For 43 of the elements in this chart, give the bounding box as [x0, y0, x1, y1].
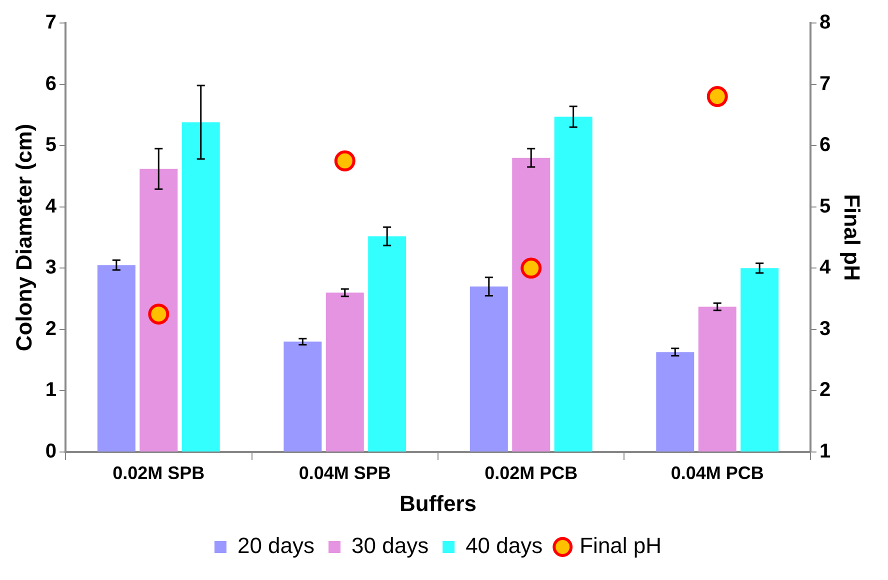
- point: [706, 86, 728, 108]
- y2-tick-label: 8: [819, 12, 831, 34]
- y-tick-label: 1: [45, 379, 57, 402]
- x-axis-title: Buffers: [399, 490, 477, 516]
- bar: [97, 265, 136, 452]
- y-tick-label: 2: [45, 318, 57, 340]
- x-tick-label: 0.04M PCB: [670, 462, 764, 483]
- point: [148, 304, 170, 325]
- y-axis-title: Colony Diameter (cm): [11, 124, 36, 352]
- x-tick-label: 0.04M SPB: [298, 462, 391, 483]
- bar: [512, 158, 550, 452]
- y2-tick-label: 7: [819, 72, 831, 95]
- y-tick-label: 0: [45, 440, 57, 463]
- bar: [326, 292, 364, 452]
- y-tick-label: 7: [45, 12, 57, 34]
- bar: [656, 352, 694, 452]
- x-tick-label: 0.02M SPB: [112, 462, 205, 483]
- y-tick-label: 4: [45, 195, 58, 218]
- y2-tick-label: 5: [819, 195, 831, 218]
- bar: [698, 306, 736, 452]
- legend-label: Final pH: [580, 533, 662, 558]
- x-tick-label: 0.02M PCB: [484, 462, 578, 483]
- legend-label: 30 days: [352, 533, 429, 558]
- y2-tick-label: 6: [819, 134, 831, 156]
- bar: [140, 168, 178, 452]
- legend-label: 40 days: [466, 533, 543, 558]
- y2-tick-label: 4: [819, 256, 832, 279]
- point: [520, 258, 542, 279]
- y-tick-label: 3: [45, 256, 57, 279]
- y2-axis-title: Final pH: [840, 194, 865, 281]
- bar: [284, 342, 322, 452]
- bar: [740, 268, 779, 452]
- y-tick-label: 6: [45, 72, 57, 95]
- bar: [470, 286, 508, 452]
- point: [334, 150, 356, 172]
- y2-tick-label: 1: [819, 440, 831, 463]
- y2-tick-label: 3: [819, 318, 831, 340]
- y-tick-label: 5: [45, 134, 57, 156]
- bar: [554, 116, 592, 452]
- bar: [182, 122, 220, 452]
- legend-label: 20 days: [237, 533, 315, 558]
- bar: [368, 236, 406, 452]
- y2-tick-label: 2: [819, 379, 831, 402]
